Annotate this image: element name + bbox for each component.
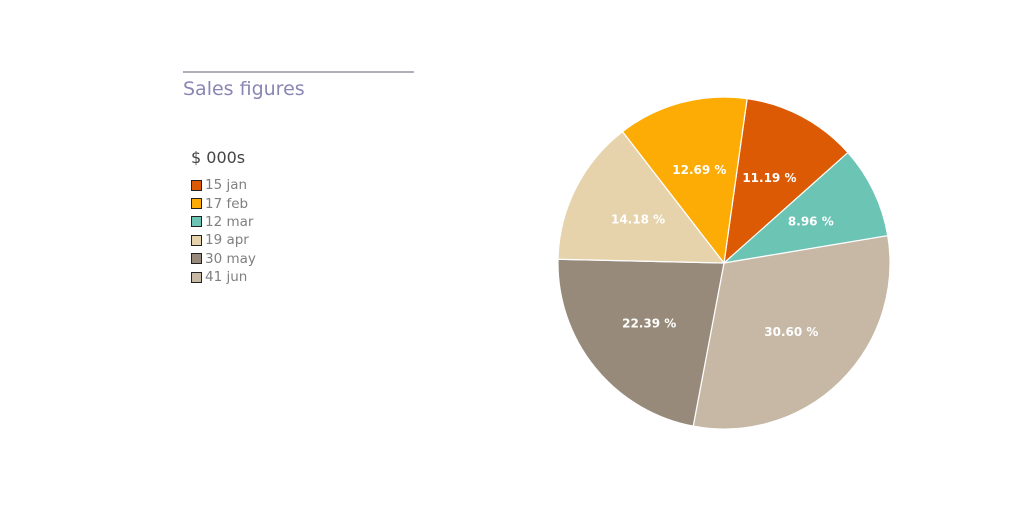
slice-label-mar: 8.96 % xyxy=(788,214,834,228)
pie-slice-feb xyxy=(621,96,748,265)
legend-label: 19 apr xyxy=(205,232,249,249)
pie-slice-apr xyxy=(557,130,726,264)
legend-items: 15 jan 17 feb 12 mar 19 apr 30 may 41 jun xyxy=(191,176,256,286)
legend-item-jun: 41 jun xyxy=(191,268,256,286)
legend-label: 30 may xyxy=(205,250,256,267)
slice-label-may: 22.39 % xyxy=(622,317,676,331)
legend-item-mar: 12 mar xyxy=(191,213,256,231)
legend-item-jan: 15 jan xyxy=(191,176,256,194)
legend-swatch xyxy=(191,271,202,283)
legend-swatch xyxy=(191,234,202,246)
slice-label-apr: 14.18 % xyxy=(611,213,665,227)
legend-label: 12 mar xyxy=(205,213,254,230)
legend-label: 41 jun xyxy=(205,269,248,286)
legend-item-apr: 19 apr xyxy=(191,231,256,249)
chart-title: Sales figures xyxy=(183,78,305,100)
legend-swatch xyxy=(191,216,202,228)
slice-label-feb: 12.69 % xyxy=(672,163,726,177)
legend-item-may: 30 may xyxy=(191,250,256,268)
pie-slice-jan xyxy=(723,97,849,265)
title-rule xyxy=(183,71,414,73)
legend-swatch xyxy=(191,179,202,191)
pie-slice-may xyxy=(557,258,725,427)
legend-label: 17 feb xyxy=(205,195,249,212)
slice-label-jan: 11.19 % xyxy=(742,171,796,185)
slice-label-jun: 30.60 % xyxy=(764,325,818,339)
legend-item-feb: 17 feb xyxy=(191,194,256,212)
legend-label: 15 jan xyxy=(205,177,248,194)
pie-slice-jun xyxy=(692,235,891,430)
legend-swatch xyxy=(191,198,202,210)
legend-title: $ 000s xyxy=(191,148,246,167)
legend-swatch xyxy=(191,253,202,265)
legend: $ 000s 15 jan 17 feb 12 mar 19 apr 30 may 41 … xyxy=(191,148,256,286)
pie-slice-mar xyxy=(722,151,889,264)
